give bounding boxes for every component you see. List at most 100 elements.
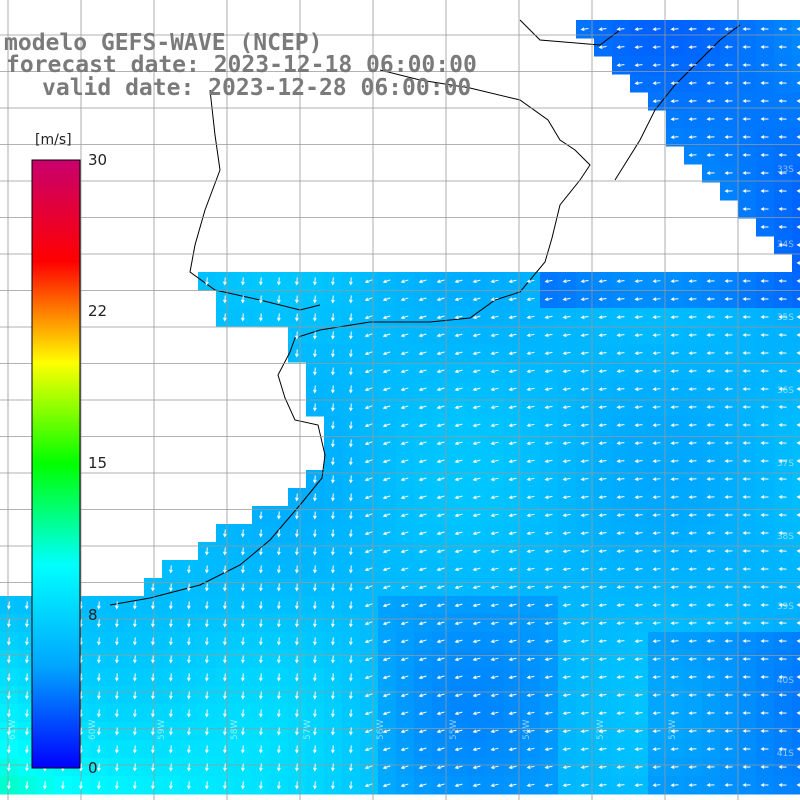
wind-arrow bbox=[616, 621, 625, 625]
wind-arrow bbox=[544, 351, 553, 356]
wind-arrow bbox=[724, 387, 733, 391]
wind-arrow bbox=[25, 727, 29, 736]
wind-arrow bbox=[151, 781, 155, 790]
wind-arrow bbox=[382, 783, 391, 788]
wind-arrow bbox=[7, 727, 11, 736]
wind-arrow bbox=[598, 387, 607, 392]
wind-arrow bbox=[490, 351, 499, 356]
wind-arrow bbox=[349, 493, 353, 502]
wind-arrow bbox=[670, 747, 679, 751]
wind-arrow bbox=[688, 297, 697, 301]
wind-arrow bbox=[688, 783, 697, 787]
wind-arrow bbox=[400, 549, 409, 554]
wind-arrow bbox=[742, 765, 751, 769]
wind-arrow bbox=[760, 675, 769, 679]
wind-arrow bbox=[277, 295, 281, 304]
lon-label: 55W bbox=[449, 719, 459, 740]
wind-arrow bbox=[742, 315, 751, 319]
wind-arrow bbox=[472, 765, 481, 770]
wind-arrow bbox=[544, 747, 553, 752]
wind-arrow bbox=[472, 693, 481, 698]
wind-arrow bbox=[25, 745, 29, 754]
wind-arrow bbox=[760, 585, 769, 589]
wind-arrow bbox=[580, 513, 589, 518]
wind-arrow bbox=[205, 781, 209, 790]
wind-arrow bbox=[724, 585, 733, 589]
wind-arrow bbox=[472, 495, 481, 500]
wind-arrow bbox=[115, 745, 119, 754]
wind-arrow bbox=[580, 459, 589, 464]
lon-label: 53W bbox=[596, 719, 606, 740]
wind-arrow bbox=[349, 511, 353, 520]
wind-arrow bbox=[364, 567, 373, 572]
wind-arrow bbox=[796, 189, 800, 193]
wind-arrow bbox=[7, 655, 11, 664]
wind-arrow bbox=[508, 585, 517, 590]
wind-arrow bbox=[169, 565, 173, 574]
title-model: modelo GEFS-WAVE (NCEP) bbox=[4, 30, 323, 56]
wind-arrow bbox=[151, 655, 155, 664]
speed-cell bbox=[792, 650, 800, 669]
wind-arrow bbox=[652, 387, 661, 391]
wind-arrow bbox=[652, 333, 661, 337]
wind-arrow bbox=[796, 117, 800, 121]
wind-arrow bbox=[331, 493, 335, 502]
wind-arrow bbox=[760, 45, 769, 49]
wind-arrow bbox=[241, 781, 245, 790]
wind-arrow bbox=[295, 565, 299, 574]
wind-arrow bbox=[223, 601, 227, 610]
title-valid-date: valid date: 2023-12-28 06:00:00 bbox=[42, 75, 472, 101]
wind-arrow bbox=[580, 333, 589, 338]
wind-arrow bbox=[7, 673, 11, 682]
wind-arrow bbox=[526, 639, 535, 644]
speed-cell bbox=[792, 452, 800, 471]
wind-arrow bbox=[724, 279, 733, 283]
wind-arrow bbox=[652, 747, 661, 751]
wind-arrow bbox=[670, 693, 679, 697]
wind-arrow bbox=[331, 295, 335, 304]
wind-arrow bbox=[778, 513, 787, 517]
wind-arrow bbox=[436, 657, 445, 662]
wind-arrow bbox=[295, 313, 299, 322]
wind-arrow bbox=[295, 493, 299, 502]
wind-arrow bbox=[688, 747, 697, 751]
wind-arrow bbox=[526, 297, 535, 302]
lon-label: 57W bbox=[303, 719, 313, 740]
wind-speed-field bbox=[0, 20, 800, 795]
wind-arrow bbox=[382, 765, 391, 770]
wind-arrow bbox=[331, 277, 335, 286]
speed-cell bbox=[792, 578, 800, 597]
wind-arrow bbox=[295, 727, 299, 736]
wind-arrow bbox=[688, 603, 697, 607]
wind-arrow bbox=[562, 477, 571, 482]
wind-arrow bbox=[544, 693, 553, 698]
wind-arrow bbox=[760, 711, 769, 715]
wind-arrow bbox=[454, 477, 463, 482]
wind-arrow bbox=[778, 63, 787, 67]
wind-arrow bbox=[364, 693, 373, 698]
wind-arrow bbox=[724, 639, 733, 643]
wind-arrow bbox=[241, 655, 245, 664]
wind-arrow bbox=[331, 565, 335, 574]
wind-arrow bbox=[778, 585, 787, 589]
wind-arrow bbox=[796, 531, 800, 535]
wind-arrow bbox=[259, 691, 263, 700]
wind-arrow bbox=[634, 27, 643, 31]
wind-arrow bbox=[418, 279, 427, 284]
wind-arrow bbox=[688, 387, 697, 391]
wind-arrow bbox=[349, 763, 353, 772]
wind-arrow bbox=[724, 441, 733, 445]
wind-arrow bbox=[526, 315, 535, 320]
wind-arrow bbox=[436, 765, 445, 770]
wind-arrow bbox=[742, 459, 751, 463]
wind-arrow bbox=[331, 547, 335, 556]
wind-arrow bbox=[490, 297, 499, 302]
wind-arrow bbox=[490, 387, 499, 392]
wind-arrow bbox=[760, 441, 769, 445]
wind-arrow bbox=[115, 763, 119, 772]
wind-arrow bbox=[796, 585, 800, 589]
wind-arrow bbox=[295, 349, 299, 358]
wind-arrow bbox=[331, 619, 335, 628]
wind-arrow bbox=[796, 135, 800, 139]
wind-arrow bbox=[760, 567, 769, 571]
